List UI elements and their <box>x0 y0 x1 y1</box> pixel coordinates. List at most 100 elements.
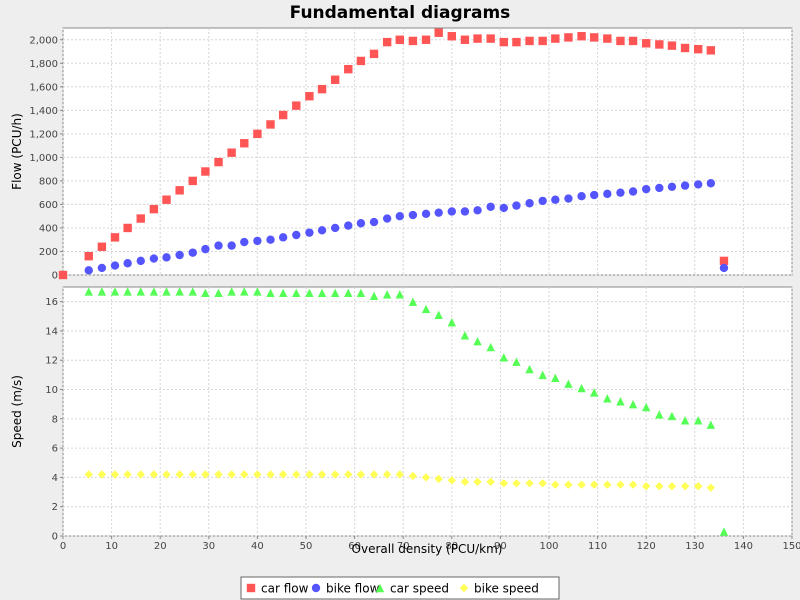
car-flow-point <box>344 64 353 74</box>
car-flow-point <box>408 36 418 46</box>
bike-speed-point <box>694 482 703 491</box>
bike-flow-point <box>382 214 392 223</box>
car-flow-point <box>253 129 262 139</box>
y-tick-label: 0 <box>52 271 58 282</box>
y-tick-label: 2 <box>52 502 58 513</box>
car-flow-point <box>292 101 301 110</box>
bike-speed-legend-marker <box>459 583 469 593</box>
car-flow-point <box>719 256 729 266</box>
car-flow-point <box>706 46 716 55</box>
y-tick-label: 4 <box>52 473 58 484</box>
bike-speed-point <box>655 482 664 491</box>
car-speed-point <box>240 287 249 296</box>
car-flow-point <box>305 92 314 101</box>
bike-flow-point <box>603 189 612 199</box>
y-tick-label: 1,400 <box>29 106 58 117</box>
car-speed-point <box>706 420 716 429</box>
x-tick-label: 70 <box>397 541 410 552</box>
bike-flow-point <box>551 195 560 204</box>
car-speed-point <box>97 287 107 296</box>
car-flow-point <box>330 75 340 84</box>
car-speed-point <box>149 287 159 296</box>
car-speed-point <box>577 383 586 393</box>
bike-speed-point <box>344 470 353 479</box>
bike-speed-point <box>551 480 560 489</box>
bike-flow-point <box>408 210 418 220</box>
bike-speed-point <box>499 479 509 488</box>
car-flow-point <box>512 37 521 47</box>
x-axis-label: Overall density (PCU/km) <box>352 542 503 556</box>
legend-label: bike speed <box>474 582 539 596</box>
car-flow-point <box>616 36 625 46</box>
bike-flow-point <box>538 196 547 206</box>
car-flow-point <box>447 32 456 41</box>
bike-speed-point <box>84 470 93 479</box>
car-flow-point <box>499 37 509 47</box>
car-speed-point <box>175 287 184 296</box>
bike-speed-point <box>330 470 340 479</box>
y-tick-label: 2,000 <box>29 35 58 46</box>
car-speed-point <box>162 287 171 296</box>
bike-speed-point <box>642 482 651 491</box>
bike-flow-point <box>266 235 275 244</box>
bike-flow-point <box>655 183 664 193</box>
car-speed-point <box>551 373 560 383</box>
car-flow-point <box>382 37 392 47</box>
bike-flow-point <box>577 191 586 201</box>
x-tick-label: 10 <box>105 541 118 552</box>
y-tick-label: 800 <box>39 176 58 187</box>
car-speed-point <box>266 288 275 298</box>
car-speed-point <box>188 287 197 296</box>
car-speed-point <box>512 357 521 366</box>
bike-speed-point <box>447 476 456 485</box>
bike-flow-point <box>292 230 301 240</box>
car-flow-point <box>188 176 197 186</box>
x-tick-label: 110 <box>588 541 607 552</box>
car-speed-point <box>447 317 456 327</box>
bike-speed-point <box>382 470 392 479</box>
y-tick-label: 400 <box>39 223 58 234</box>
bike-speed-point <box>408 471 418 481</box>
y-tick-label: 1,200 <box>29 129 58 140</box>
bike-speed-point <box>395 470 404 479</box>
car-flow-point <box>589 33 599 42</box>
car-speed-point <box>719 527 729 536</box>
car-speed-point <box>589 388 599 397</box>
car-flow-point <box>97 242 107 251</box>
bike-flow-point <box>486 202 495 211</box>
bike-speed-point <box>162 470 171 479</box>
bike-speed-point <box>680 482 690 491</box>
car-speed-point <box>460 331 470 340</box>
subplot-1-background <box>62 27 793 276</box>
bike-flow-point <box>344 221 353 230</box>
bike-flow-legend-marker <box>311 583 321 593</box>
car-flow-point <box>214 157 223 167</box>
bike-flow-point <box>447 207 456 216</box>
y-tick-label: 200 <box>39 247 58 258</box>
car-flow-point <box>655 40 664 49</box>
bike-speed-point <box>667 482 677 491</box>
bike-flow-point <box>667 182 677 191</box>
bike-flow-point <box>214 241 223 250</box>
bike-flow-point <box>680 181 690 190</box>
y-tick-label: 600 <box>39 200 58 211</box>
y-tick-label: 14 <box>45 326 58 337</box>
car-speed-point <box>616 397 625 406</box>
car-speed-point <box>344 288 353 298</box>
bike-speed-point <box>538 479 547 488</box>
bike-flow-point <box>421 209 431 219</box>
car-speed-point <box>667 411 677 421</box>
car-speed-point <box>680 416 690 425</box>
car-flow-point <box>577 32 586 41</box>
car-flow-point <box>460 35 470 44</box>
bike-speed-point <box>110 470 120 479</box>
car-speed-point <box>305 288 314 298</box>
bike-speed-point <box>421 473 431 482</box>
bike-flow-point <box>694 180 703 189</box>
car-speed-point <box>123 287 132 296</box>
bike-flow-point <box>97 263 107 273</box>
car-speed-point <box>278 288 288 298</box>
car-speed-point <box>473 336 482 346</box>
bike-flow-point <box>201 244 210 254</box>
